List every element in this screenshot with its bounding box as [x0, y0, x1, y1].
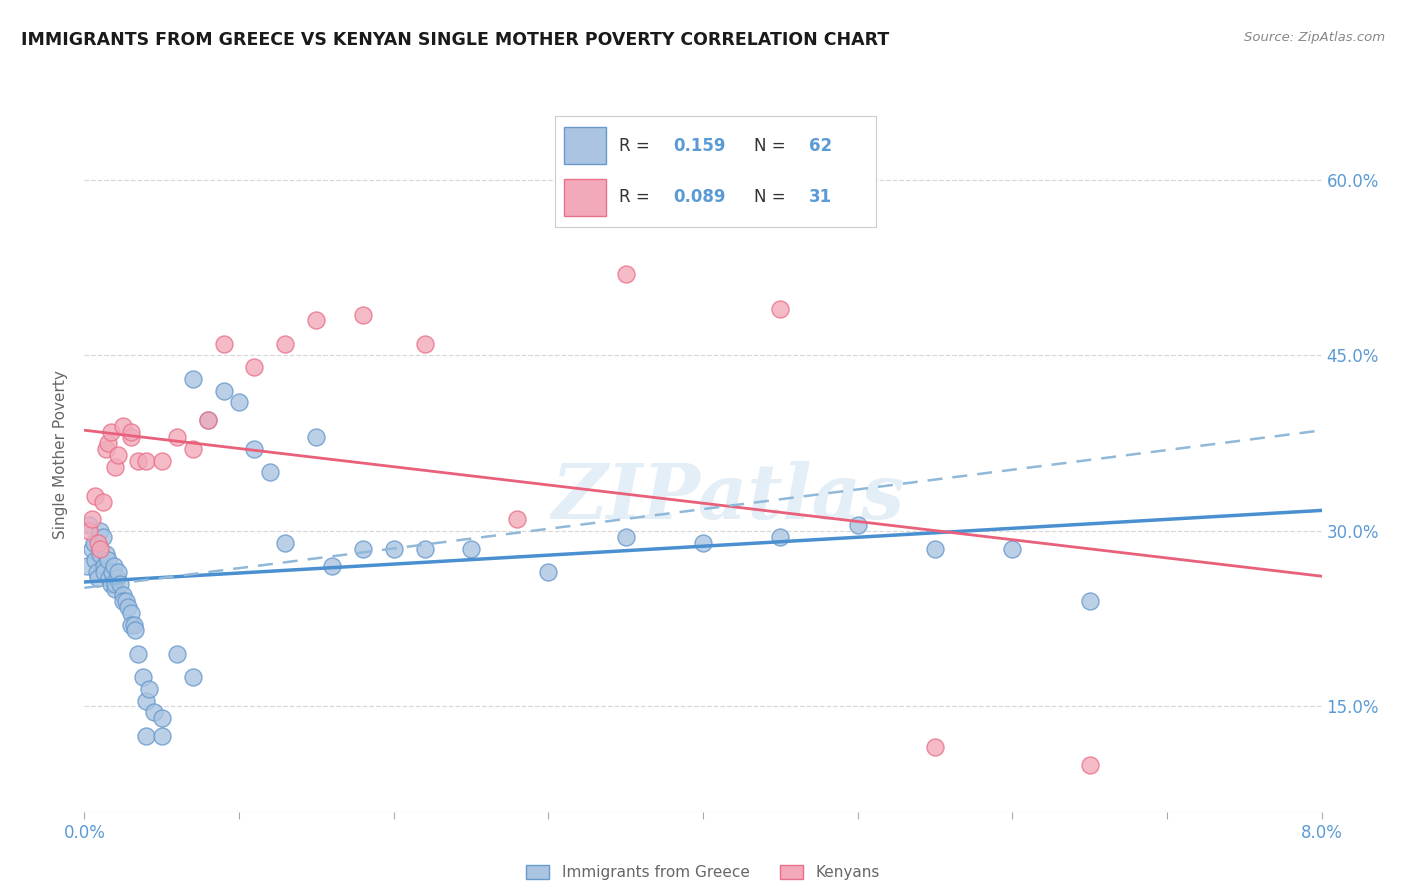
Point	[1078, 758, 1101, 772]
Point	[104, 582, 127, 597]
Point	[108, 576, 131, 591]
Point	[228, 395, 250, 409]
Point	[181, 670, 204, 684]
Point	[105, 571, 128, 585]
Point	[1001, 541, 1024, 556]
Point	[89, 524, 111, 538]
Point	[93, 559, 115, 574]
Point	[197, 413, 219, 427]
Point	[104, 459, 127, 474]
Point	[243, 360, 266, 375]
Point	[305, 430, 328, 444]
Point	[259, 466, 281, 480]
Point	[77, 524, 100, 538]
Legend: Immigrants from Greece, Kenyans: Immigrants from Greece, Kenyans	[526, 865, 880, 880]
Point	[150, 454, 173, 468]
Point	[181, 442, 204, 456]
Point	[166, 430, 188, 444]
Point	[77, 518, 100, 533]
Point	[181, 372, 204, 386]
Text: Source: ZipAtlas.com: Source: ZipAtlas.com	[1244, 31, 1385, 45]
Point	[614, 530, 637, 544]
Point	[769, 530, 792, 544]
Point	[84, 489, 107, 503]
Point	[460, 541, 482, 556]
Point	[91, 494, 114, 508]
Point	[103, 559, 125, 574]
Point	[115, 594, 138, 608]
Point	[305, 313, 328, 327]
Y-axis label: Single Mother Poverty: Single Mother Poverty	[53, 370, 69, 540]
Point	[924, 740, 946, 755]
Point	[413, 336, 436, 351]
Point	[91, 530, 114, 544]
Point	[100, 576, 122, 591]
Point	[101, 565, 124, 579]
Point	[112, 594, 135, 608]
Point	[117, 599, 139, 614]
Point	[382, 541, 405, 556]
Point	[84, 553, 107, 567]
Point	[135, 729, 157, 743]
Point	[692, 535, 714, 549]
Point	[93, 565, 115, 579]
Point	[82, 512, 104, 526]
Point	[138, 681, 160, 696]
Point	[107, 565, 129, 579]
Point	[132, 670, 155, 684]
Point	[212, 336, 235, 351]
Point	[150, 729, 173, 743]
Point	[274, 336, 297, 351]
Point	[166, 647, 188, 661]
Point	[128, 454, 150, 468]
Point	[120, 617, 142, 632]
Point	[321, 559, 343, 574]
Point	[94, 547, 117, 561]
Point	[537, 565, 560, 579]
Point	[243, 442, 266, 456]
Point	[128, 647, 150, 661]
Point	[83, 535, 105, 549]
Point	[143, 706, 166, 720]
Point	[96, 553, 120, 567]
Point	[120, 606, 142, 620]
Point	[352, 308, 374, 322]
Point	[107, 448, 129, 462]
Point	[112, 418, 135, 433]
Point	[122, 617, 145, 632]
Point	[274, 535, 297, 549]
Point	[413, 541, 436, 556]
Point	[89, 541, 111, 556]
Point	[769, 301, 792, 316]
Point	[89, 547, 111, 561]
Point	[87, 571, 110, 585]
Point	[100, 425, 122, 439]
Point	[82, 541, 104, 556]
Point	[124, 624, 146, 638]
Point	[76, 559, 98, 574]
Point	[212, 384, 235, 398]
Point	[120, 430, 142, 444]
Point	[846, 518, 869, 533]
Point	[924, 541, 946, 556]
Point	[120, 425, 142, 439]
Text: ZIPatlas: ZIPatlas	[551, 461, 904, 534]
Point	[352, 541, 374, 556]
Point	[98, 571, 121, 585]
Text: IMMIGRANTS FROM GREECE VS KENYAN SINGLE MOTHER POVERTY CORRELATION CHART: IMMIGRANTS FROM GREECE VS KENYAN SINGLE …	[21, 31, 890, 49]
Point	[135, 693, 157, 707]
Point	[104, 576, 127, 591]
Point	[96, 436, 120, 450]
Point	[150, 711, 173, 725]
Point	[506, 512, 529, 526]
Point	[94, 442, 117, 456]
Point	[86, 565, 108, 579]
Point	[135, 454, 157, 468]
Point	[614, 267, 637, 281]
Point	[197, 413, 219, 427]
Point	[87, 535, 110, 549]
Point	[112, 588, 135, 602]
Point	[1078, 594, 1101, 608]
